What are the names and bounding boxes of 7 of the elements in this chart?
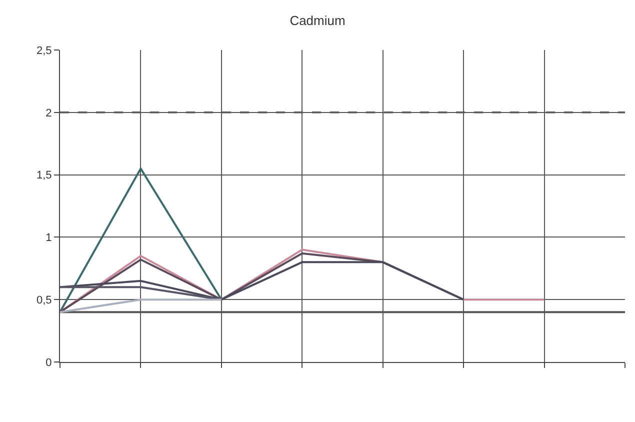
y-tick-label: 1	[46, 232, 52, 244]
y-tick-label: 2,5	[36, 44, 52, 57]
y-tick-label: 0,5	[36, 294, 52, 306]
y-tick-label: 2	[46, 107, 52, 120]
y-tick-label: 0	[46, 356, 52, 369]
chart-title: Cadmium	[290, 13, 346, 28]
y-tick-label: 1,5	[36, 170, 52, 182]
